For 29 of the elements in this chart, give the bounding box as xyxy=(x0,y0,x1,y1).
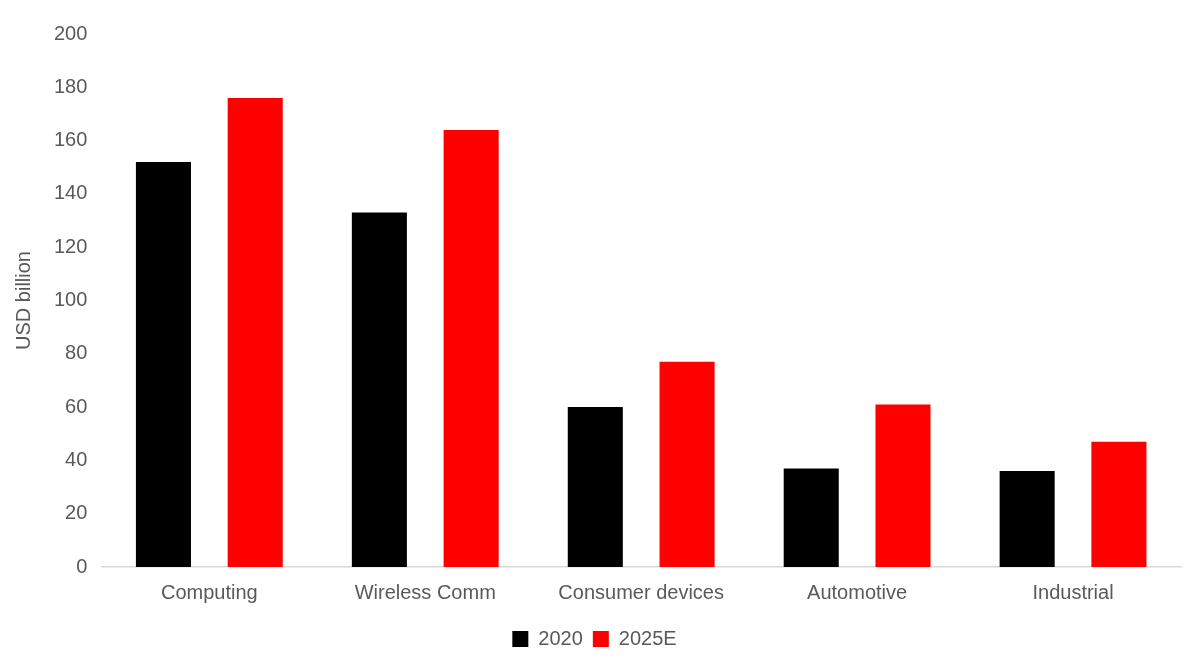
x-tick-label: Automotive xyxy=(807,580,908,603)
x-tick-label: Wireless Comm xyxy=(354,580,496,603)
bar xyxy=(659,361,715,567)
bar xyxy=(1091,441,1147,567)
x-tick-label: Consumer devices xyxy=(558,580,724,603)
bar xyxy=(875,404,931,567)
bar xyxy=(227,97,283,567)
y-tick-label: 120 xyxy=(53,234,88,257)
y-tick-label: 100 xyxy=(53,288,88,311)
y-tick-label: 180 xyxy=(53,74,88,97)
bar xyxy=(135,161,191,567)
y-tick-label: 20 xyxy=(65,501,88,524)
bar xyxy=(999,471,1055,567)
y-tick-label: 60 xyxy=(65,394,88,417)
y-tick-label: 140 xyxy=(53,181,88,204)
y-tick-label: 200 xyxy=(53,21,88,44)
bar xyxy=(443,129,499,567)
y-tick-label: 80 xyxy=(65,341,88,364)
bar xyxy=(567,407,623,567)
y-tick-label: 160 xyxy=(53,128,88,151)
legend-label: 2020 xyxy=(538,626,583,649)
bar xyxy=(783,468,839,567)
y-tick-label: 0 xyxy=(76,554,88,577)
y-axis-title: USD billion xyxy=(11,251,34,350)
x-tick-label: Industrial xyxy=(1032,580,1114,603)
legend-label: 2025E xyxy=(618,626,677,649)
x-tick-label: Computing xyxy=(160,580,258,603)
bar xyxy=(351,212,407,567)
y-tick-label: 40 xyxy=(65,447,88,470)
